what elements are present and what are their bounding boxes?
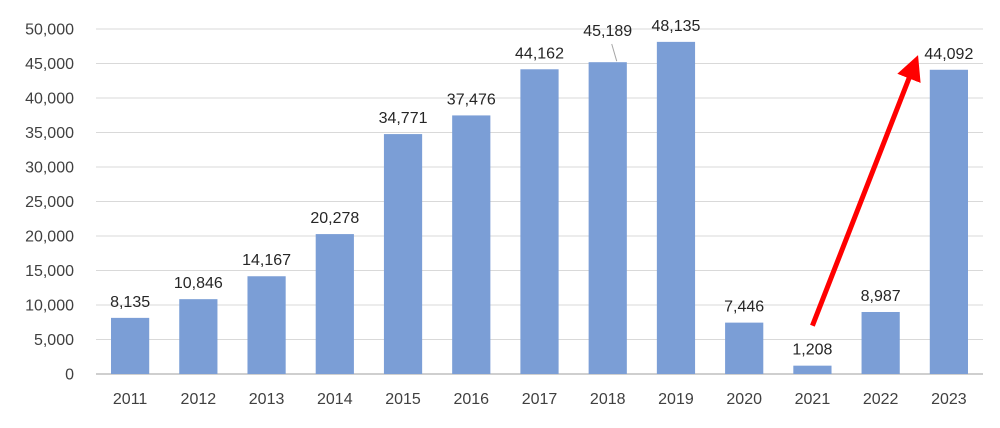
- x-tick-label-2023: 2023: [931, 391, 967, 408]
- bar-2022: [861, 311, 900, 374]
- x-tick-label-2016: 2016: [453, 391, 489, 408]
- bar-2014: [315, 234, 354, 374]
- x-tick-label-2015: 2015: [385, 391, 421, 408]
- bar-2016: [452, 115, 491, 375]
- y-tick-label-6: 30,000: [25, 160, 74, 177]
- data-label-2015: 34,771: [379, 110, 428, 127]
- red-arrow-annotation-0: [810, 55, 921, 327]
- y-tick-label-10: 50,000: [25, 22, 74, 39]
- x-tick-label-2022: 2022: [863, 391, 899, 408]
- bar-2015: [383, 134, 423, 374]
- y-tick-label-7: 35,000: [25, 125, 74, 142]
- data-label-2011: 8,135: [110, 294, 150, 311]
- data-label-2016: 37,476: [447, 91, 496, 108]
- data-label-2023: 44,092: [924, 46, 973, 63]
- y-tick-label-8: 40,000: [25, 91, 74, 108]
- y-tick-label-9: 45,000: [25, 56, 74, 73]
- data-label-leader-2018: [611, 43, 618, 62]
- y-tick-label-5: 25,000: [25, 194, 74, 211]
- data-label-2022: 8,987: [861, 288, 901, 305]
- data-label-2017: 44,162: [515, 45, 564, 62]
- bar-2011: [111, 317, 150, 374]
- y-tick-label-0: 0: [65, 367, 74, 384]
- data-label-2018: 45,189: [583, 23, 632, 40]
- data-label-2021: 1,208: [792, 342, 832, 359]
- data-label-2014: 20,278: [310, 210, 359, 227]
- bar-2017: [520, 69, 559, 375]
- y-tick-label-3: 15,000: [25, 263, 74, 280]
- x-tick-label-2014: 2014: [317, 391, 353, 408]
- x-tick-label-2021: 2021: [795, 391, 831, 408]
- bars: [111, 41, 968, 375]
- bar-2018: [588, 62, 627, 375]
- y-axis-tick-labels: 0 5,000 10,000 15,000 20,000 25,000 30,000 35,0…: [25, 22, 74, 384]
- x-tick-label-2012: 2012: [181, 391, 217, 408]
- y-tick-label-1: 5,000: [34, 332, 74, 349]
- x-tick-label-2017: 2017: [522, 391, 558, 408]
- data-label-2013: 14,167: [242, 252, 291, 269]
- data-label-2012: 10,846: [174, 275, 223, 292]
- annotations: [810, 55, 921, 327]
- x-tick-label-2011: 2011: [113, 391, 148, 408]
- bar-2019: [656, 41, 696, 374]
- bar-2020: [725, 322, 764, 374]
- bar-2021: [793, 365, 832, 374]
- bar-2012: [179, 299, 218, 374]
- data-labels: 8,135 10,846 14,167 20,278 34,771 37,476 44,16…: [110, 18, 973, 359]
- x-tick-label-2018: 2018: [590, 391, 626, 408]
- y-tick-label-2: 10,000: [25, 298, 74, 315]
- x-axis-tick-labels: 2011 2012 2013 2014 2015 2016 2017 2018 2019 2020…: [113, 391, 967, 408]
- bar-2023: [929, 69, 968, 374]
- x-tick-label-2013: 2013: [249, 391, 285, 408]
- y-tick-label-4: 20,000: [25, 229, 74, 246]
- x-tick-label-2019: 2019: [658, 391, 694, 408]
- data-label-2019: 48,135: [651, 18, 700, 35]
- data-label-2020: 7,446: [724, 299, 764, 316]
- bar-2013: [247, 276, 286, 374]
- x-tick-label-2020: 2020: [726, 391, 762, 408]
